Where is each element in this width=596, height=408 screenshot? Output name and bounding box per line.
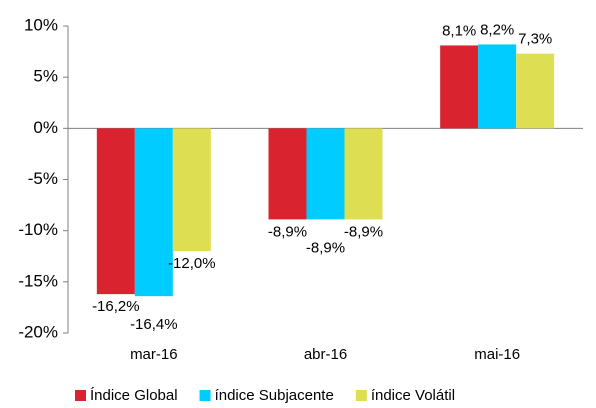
bar <box>172 128 211 252</box>
bar <box>516 53 555 129</box>
value-label: -12,0% <box>168 255 216 272</box>
value-label: -16,2% <box>92 298 140 315</box>
x-tick-label: abr-16 <box>304 346 347 363</box>
y-tick-label: -15% <box>18 271 58 290</box>
value-label: 8,2% <box>480 21 514 38</box>
value-label: 8,1% <box>442 22 476 39</box>
bar <box>268 128 307 220</box>
legend-swatch <box>75 390 86 401</box>
legend-swatch <box>199 390 211 401</box>
x-tick-label: mai-16 <box>474 346 520 363</box>
value-label: 7,3% <box>518 31 552 48</box>
bar <box>478 44 517 129</box>
bar <box>344 128 383 220</box>
value-label: -8,9% <box>344 223 383 240</box>
y-tick-label: 5% <box>33 67 58 86</box>
legend-label: Índice Global <box>90 387 178 404</box>
legend-label: índice Volátil <box>371 387 455 404</box>
legend-label: índice Subjacente <box>215 387 334 404</box>
x-tick-label: mar-16 <box>130 346 178 363</box>
bar <box>134 128 173 297</box>
y-tick-label: -20% <box>18 322 58 341</box>
legend-swatch <box>355 390 367 401</box>
y-tick-label: 10% <box>24 15 58 34</box>
y-tick-label: -5% <box>28 169 58 188</box>
bar <box>306 128 345 220</box>
value-label: -8,9% <box>268 223 307 240</box>
y-tick-label: -10% <box>18 220 58 239</box>
bar <box>96 128 135 295</box>
bar <box>440 45 479 129</box>
value-label: -8,9% <box>306 239 345 256</box>
value-label: -16,4% <box>130 316 178 333</box>
y-tick-label: 0% <box>33 118 58 137</box>
